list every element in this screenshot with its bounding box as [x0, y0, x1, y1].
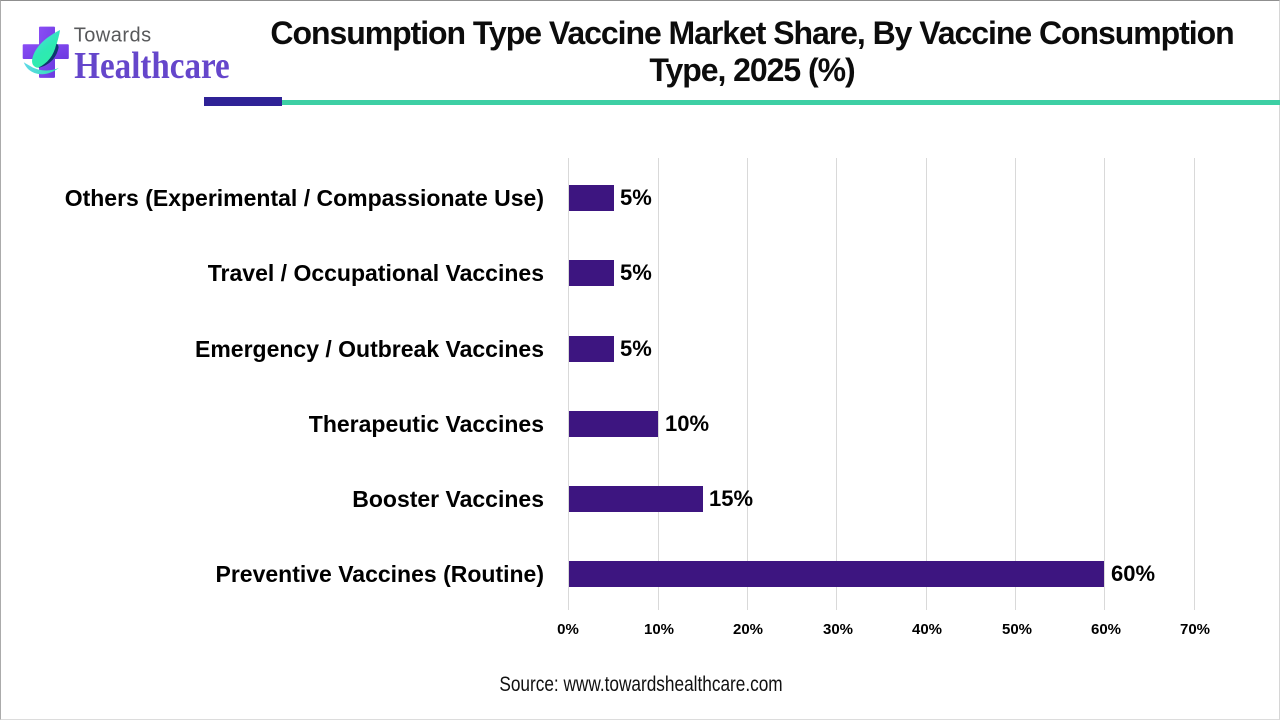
- svg-text:Healthcare: Healthcare: [74, 44, 229, 87]
- svg-text:Towards: Towards: [74, 24, 152, 46]
